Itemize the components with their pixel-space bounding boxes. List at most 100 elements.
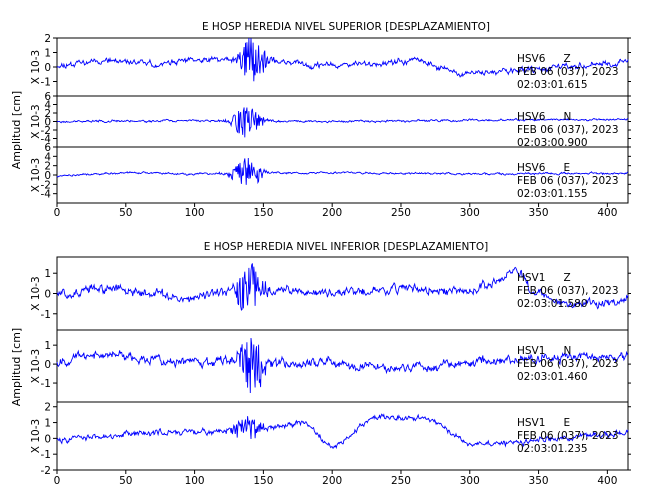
- station-code: HSV1: [517, 345, 545, 357]
- unit-label: X 10-3: [30, 158, 42, 192]
- y-tick-label: 1: [44, 268, 51, 280]
- y-tick-label: 1: [44, 340, 51, 352]
- x-tick-label: 0: [54, 207, 61, 219]
- component-code: N: [563, 345, 571, 357]
- station-label: HSV1 E: [517, 417, 570, 429]
- x-tick-label: 250: [391, 207, 411, 219]
- x-axis: 0 50 100 150 200 250 300 350 400: [54, 470, 617, 487]
- y-tick-label: -2: [41, 179, 51, 191]
- station-code: HSV6: [517, 53, 546, 65]
- y-tick-label: -1: [41, 309, 51, 321]
- chart-inferior: E HOSP HEREDIA NIVEL INFERIOR [DESPLAZAM…: [10, 241, 631, 487]
- panel-frame: [56, 401, 629, 471]
- component-code: Z: [563, 53, 570, 65]
- x-tick-label: 250: [391, 475, 411, 487]
- waveform-line: [56, 37, 629, 82]
- y-tick-label: 0: [44, 289, 51, 301]
- y-tick-label: 2: [44, 402, 51, 414]
- y-tick-label: 0: [44, 170, 51, 182]
- y-tick-label: 1: [44, 418, 51, 430]
- x-tick-label: 150: [253, 207, 273, 219]
- time-label: 02:03:00.900: [517, 137, 588, 149]
- chart-title: E HOSP HEREDIA NIVEL INFERIOR [DESPLAZAM…: [204, 241, 488, 253]
- time-label: 02:03:01.235: [517, 443, 588, 455]
- station-code: HSV6: [517, 162, 546, 174]
- unit-label: X 10-3: [30, 276, 42, 310]
- y-tick-label: 2: [44, 161, 51, 173]
- y-tick-label: 6: [44, 91, 51, 103]
- y-tick-label: 4: [44, 151, 51, 163]
- y-tick-label: -1: [41, 378, 51, 390]
- date-label: FEB 06 (037), 2023: [517, 285, 619, 297]
- y-tick-label: -1: [41, 449, 51, 461]
- chart-superior: E HOSP HEREDIA NIVEL SUPERIOR [DESPLAZAM…: [10, 21, 631, 219]
- y-axis-label: Amplitud [cm]: [10, 328, 23, 406]
- y-tick-label: 0: [44, 117, 51, 129]
- station-code: HSV1: [517, 417, 545, 429]
- x-tick-label: 200: [322, 207, 342, 219]
- component-code: E: [563, 162, 570, 174]
- date-label: FEB 06 (037), 2023: [517, 66, 619, 78]
- y-tick-label: 6: [44, 142, 51, 154]
- station-label: HSV6 N: [517, 111, 571, 123]
- x-tick-label: 350: [529, 207, 549, 219]
- x-tick-label: 400: [597, 207, 617, 219]
- date-label: FEB 06 (037), 2023: [517, 175, 619, 187]
- station-label: HSV1 Z: [517, 272, 571, 284]
- y-tick-label: 1: [44, 48, 51, 60]
- y-axis-label: Amplitud [cm]: [10, 91, 23, 169]
- x-tick-label: 400: [597, 475, 617, 487]
- x-axis: 0 50 100 150 200 250 300 350 400: [54, 203, 617, 219]
- x-tick-label: 350: [529, 475, 549, 487]
- station-label: HSV6 E: [517, 162, 570, 174]
- waveform-line: [56, 413, 629, 450]
- time-label: 02:03:01.155: [517, 188, 588, 200]
- waveform-line: [56, 337, 629, 394]
- y-tick-label: 0: [44, 359, 51, 371]
- date-label: FEB 06 (037), 2023: [517, 358, 619, 370]
- x-tick-label: 100: [185, 207, 205, 219]
- waveform-line: [56, 263, 629, 311]
- unit-label: X 10-3: [30, 104, 42, 138]
- y-tick-label: -2: [41, 125, 51, 137]
- unit-label: X 10-3: [30, 349, 42, 383]
- x-tick-label: 50: [119, 475, 132, 487]
- unit-label: X 10-3: [30, 50, 42, 84]
- x-tick-label: 150: [253, 475, 273, 487]
- component-code: E: [563, 417, 570, 429]
- x-tick-label: 200: [322, 475, 342, 487]
- y-tick-label: 4: [44, 100, 51, 112]
- x-tick-label: 100: [185, 475, 205, 487]
- date-label: FEB 06 (037), 2023: [517, 430, 619, 442]
- y-tick-label: -4: [41, 134, 52, 146]
- x-tick-label: 300: [460, 207, 480, 219]
- waveform-line: [56, 157, 628, 185]
- waveform-line: [56, 107, 629, 138]
- component-code: N: [563, 111, 571, 123]
- y-tick-label: 2: [44, 33, 51, 45]
- x-tick-label: 300: [460, 475, 480, 487]
- y-tick-label: -1: [41, 77, 51, 89]
- y-tick-label: -2: [41, 465, 51, 477]
- time-label: 02:03:01.460: [517, 371, 588, 383]
- date-label: FEB 06 (037), 2023: [517, 124, 619, 136]
- time-label: 02:03:01.580: [517, 298, 588, 310]
- station-label: HSV6 Z: [517, 53, 571, 65]
- unit-label: X 10-3: [30, 419, 42, 453]
- chart-title: E HOSP HEREDIA NIVEL SUPERIOR [DESPLAZAM…: [202, 21, 490, 33]
- component-code: Z: [563, 272, 570, 284]
- station-code: HSV6: [517, 111, 546, 123]
- y-tick-label: 0: [44, 62, 51, 74]
- time-label: 02:03:01.615: [517, 79, 588, 91]
- station-label: HSV1 N: [517, 345, 571, 357]
- y-tick-label: -4: [41, 189, 52, 201]
- y-tick-label: 0: [44, 433, 51, 445]
